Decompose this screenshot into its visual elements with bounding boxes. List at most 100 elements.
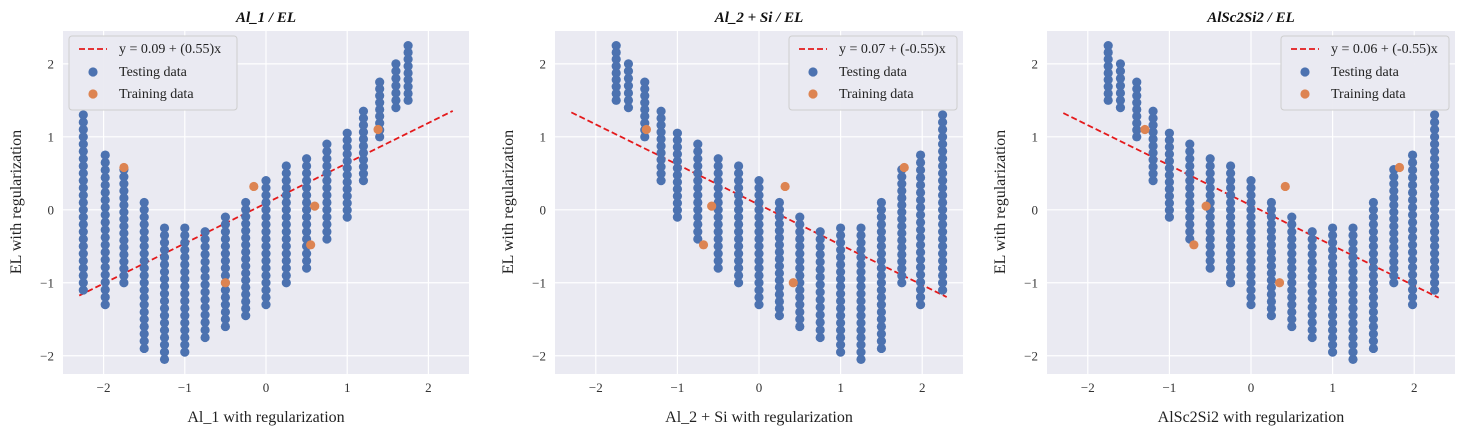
testing-point (119, 193, 129, 203)
testing-point (180, 325, 190, 335)
testing-point (342, 156, 352, 166)
testing-point (656, 134, 666, 144)
points-2 (611, 40, 948, 365)
testing-point (693, 161, 703, 171)
testing-point (100, 172, 110, 183)
testing-point (1148, 176, 1158, 186)
testing-point (836, 259, 846, 270)
testing-point (876, 197, 887, 208)
testing-point (774, 240, 785, 250)
testing-point (1368, 197, 1378, 208)
testing-point (1132, 84, 1142, 94)
x-tick-label: −2 (589, 380, 603, 395)
testing-point (1226, 197, 1236, 208)
testing-point (856, 245, 866, 255)
testing-point (1287, 292, 1297, 302)
testing-point (1103, 40, 1113, 51)
testing-point (139, 241, 149, 251)
testing-point (1185, 227, 1195, 237)
testing-point (1103, 54, 1113, 64)
testing-point (119, 207, 129, 217)
testing-point (656, 148, 666, 158)
testing-point (1307, 317, 1317, 327)
testing-point (1287, 248, 1297, 259)
x-tick-label: 1 (344, 380, 351, 395)
testing-point (1266, 197, 1276, 208)
testing-point (754, 219, 764, 229)
testing-point (1348, 274, 1358, 284)
testing-point (322, 219, 332, 229)
testing-point (915, 172, 926, 183)
testing-point (1132, 104, 1142, 115)
testing-point (1246, 219, 1256, 229)
testing-point (754, 270, 764, 281)
y-tick-label: 0 (1032, 202, 1039, 217)
testing-point (1287, 234, 1297, 244)
testing-point (1430, 124, 1440, 135)
testing-point (1430, 234, 1440, 244)
testing-point (180, 296, 190, 306)
testing-point (281, 263, 291, 273)
testing-point (693, 212, 703, 222)
testing-point (322, 227, 332, 237)
testing-point (611, 54, 621, 64)
legend-fit-label: y = 0.07 + (-0.55)x (839, 42, 946, 57)
testing-point (856, 303, 866, 313)
testing-point (281, 241, 291, 251)
legend-1: y = 0.09 + (0.55)x Testing data Training d… (68, 35, 238, 111)
legend-training-label: Training data (839, 87, 914, 102)
testing-point (1407, 232, 1418, 242)
testing-point (391, 73, 401, 84)
testing-point (1328, 289, 1338, 299)
testing-point (623, 95, 634, 105)
testing-point (200, 234, 210, 244)
testing-point (1287, 278, 1297, 288)
testing-point (897, 228, 907, 238)
testing-point (302, 161, 312, 171)
testing-point (200, 295, 210, 305)
testing-point (180, 303, 190, 313)
y-axis-label-2: EL with regularization (500, 130, 517, 274)
testing-point (281, 278, 291, 288)
testing-point (180, 259, 190, 270)
testing-point (322, 234, 332, 244)
testing-point (78, 270, 88, 281)
testing-point (713, 234, 723, 244)
testing-point (795, 219, 805, 229)
testing-point (375, 104, 385, 115)
testing-point (656, 127, 666, 137)
testing-point (876, 285, 887, 295)
testing-point (876, 270, 887, 281)
testing-point (754, 190, 764, 200)
testing-point (358, 106, 369, 116)
testing-point (358, 169, 369, 179)
testing-point (1348, 318, 1358, 328)
testing-point (1368, 329, 1378, 339)
training-point (707, 201, 717, 211)
testing-point (1164, 205, 1174, 215)
testing-point (623, 103, 634, 113)
testing-point (1226, 263, 1236, 273)
testing-point (261, 248, 271, 259)
testing-point (139, 300, 149, 310)
testing-point (220, 219, 230, 229)
testing-point (220, 321, 230, 332)
testing-point (1368, 285, 1378, 295)
testing-point (611, 61, 621, 71)
testing-point (815, 302, 825, 312)
testing-point (1430, 256, 1440, 266)
testing-point (403, 40, 413, 51)
testing-point (220, 263, 230, 273)
testing-point (1185, 183, 1195, 193)
testing-point (656, 106, 666, 116)
x-tick-label: −2 (1081, 380, 1095, 395)
testing-point (734, 270, 744, 281)
testing-point (836, 318, 846, 328)
testing-point (856, 289, 866, 299)
testing-point (856, 267, 866, 277)
testing-point (100, 180, 110, 190)
testing-point (1368, 278, 1378, 288)
x-tick-label: 2 (1411, 380, 1418, 395)
testing-point (754, 241, 764, 251)
testing-point (342, 177, 352, 187)
